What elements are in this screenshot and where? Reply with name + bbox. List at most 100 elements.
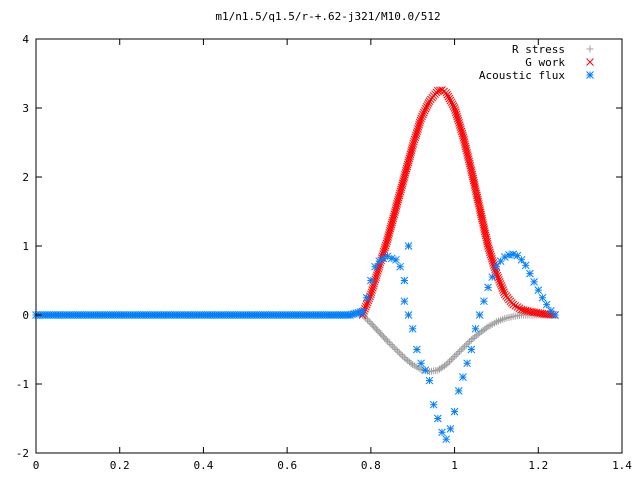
data-point [513, 303, 522, 311]
data-point [425, 376, 434, 385]
data-point [486, 248, 494, 257]
data-point [467, 345, 476, 354]
data-point [456, 347, 464, 355]
data-point [511, 302, 520, 310]
data-point [448, 100, 457, 109]
data-point [492, 262, 501, 271]
data-point [415, 118, 424, 127]
data-point [394, 347, 402, 355]
data-point [371, 262, 379, 271]
data-point [452, 108, 460, 117]
data-point [392, 255, 400, 264]
data-point [390, 344, 398, 352]
data-point [419, 110, 427, 119]
data-point [424, 99, 433, 107]
data-point [407, 359, 415, 367]
data-point [521, 261, 530, 270]
legend-marker [586, 71, 594, 79]
data-point [368, 286, 376, 294]
data-point [451, 106, 460, 114]
data-point [420, 108, 428, 117]
data-point [517, 255, 526, 264]
data-point [457, 125, 465, 134]
data-point [362, 300, 371, 309]
data-point [420, 106, 429, 115]
data-point [446, 357, 454, 365]
legend-marker [586, 58, 594, 66]
data-point [373, 269, 382, 277]
y-tick-label: 3 [22, 102, 29, 115]
series-r-stress [358, 311, 559, 376]
data-point [530, 278, 538, 286]
data-point [446, 424, 455, 433]
data-point [368, 284, 377, 292]
data-point [374, 267, 382, 275]
x-tick-label: 1.4 [612, 459, 632, 472]
data-point [500, 288, 508, 297]
series-g-work [358, 86, 559, 319]
x-tick-label: 0.8 [361, 459, 381, 472]
data-point [497, 282, 506, 290]
data-point [462, 341, 470, 349]
data-point [367, 276, 375, 285]
data-point [466, 337, 474, 345]
data-point [463, 359, 471, 368]
data-point [421, 104, 430, 113]
data-point [389, 342, 397, 350]
data-point [457, 127, 466, 136]
legend-label: R stress [512, 43, 565, 56]
data-point [365, 318, 373, 326]
y-tick-label: -1 [16, 378, 29, 391]
data-point [488, 257, 497, 265]
legend-label: G work [525, 56, 565, 69]
data-point [461, 342, 469, 350]
data-point [387, 341, 395, 349]
data-point [442, 88, 451, 97]
data-point [399, 352, 407, 360]
data-point [414, 122, 423, 131]
data-point [372, 273, 380, 282]
data-point [475, 311, 484, 319]
axes: 0 0.2 0.4 0.6 0.8 1 1.2 1.4 -2 -1 0 1 2 3 4 [16, 33, 633, 472]
y-tick-label: 1 [22, 240, 29, 253]
data-point [380, 245, 389, 254]
x-tick-label: 1 [451, 459, 458, 472]
data-point [459, 373, 467, 381]
data-point [412, 131, 420, 140]
data-point [449, 354, 457, 362]
data-point [433, 414, 442, 423]
data-point [509, 300, 518, 309]
data-point [400, 297, 409, 306]
data-point [493, 271, 502, 280]
data-point [412, 129, 421, 138]
data-point [367, 288, 376, 297]
data-point [452, 110, 461, 119]
data-point [455, 121, 464, 129]
data-point [450, 104, 459, 112]
data-point [471, 324, 480, 333]
data-point [364, 316, 372, 324]
data-point [492, 269, 501, 278]
data-point [495, 278, 504, 286]
data-point [423, 101, 432, 109]
data-point [404, 242, 413, 250]
data-point [408, 324, 417, 333]
data-point [542, 300, 551, 309]
legend-label: Acoustic flux [479, 69, 565, 82]
data-point [416, 116, 425, 125]
data-point [451, 352, 459, 360]
data-point [383, 252, 392, 261]
data-point [450, 407, 459, 416]
series-acoustic-flux [32, 242, 559, 444]
data-point [411, 133, 420, 142]
data-point [453, 112, 462, 121]
data-point [367, 290, 375, 299]
data-point [496, 280, 505, 288]
data-point [371, 275, 380, 284]
data-point [485, 246, 494, 255]
data-point [446, 96, 455, 105]
data-point [509, 250, 518, 259]
data-point [408, 144, 417, 152]
data-point [408, 142, 417, 150]
